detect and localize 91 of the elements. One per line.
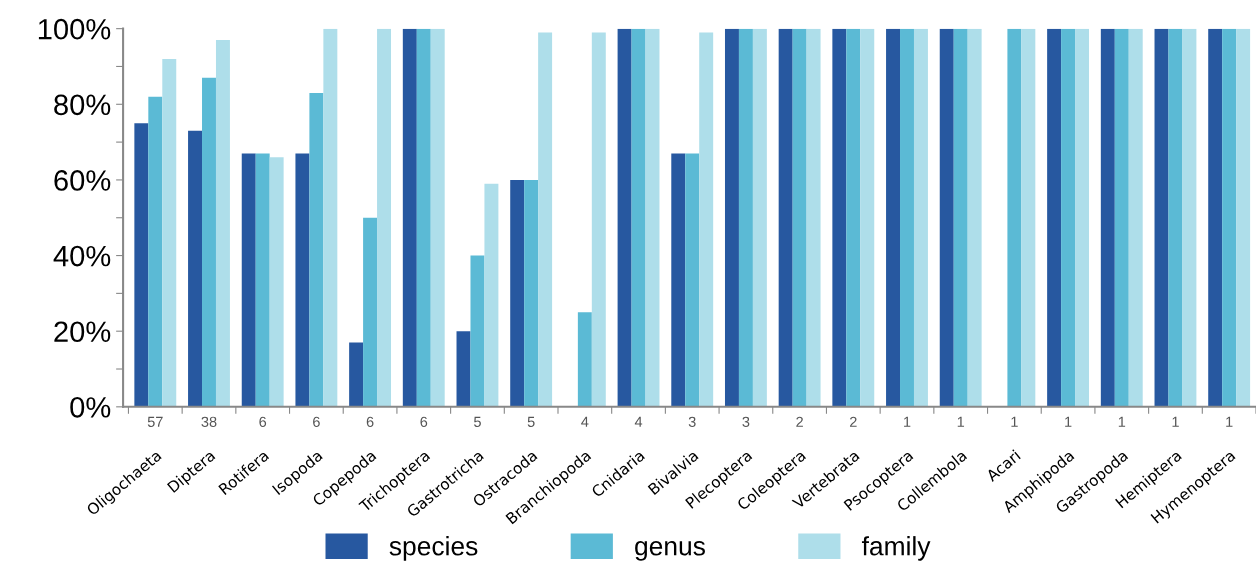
- text: 6: [259, 416, 267, 427]
- bar: [1021, 28, 1036, 407]
- legend-label: family: [861, 536, 931, 561]
- bar: [752, 28, 767, 407]
- legend-label: species: [389, 536, 478, 561]
- text: 5: [527, 416, 535, 427]
- bar: [470, 255, 485, 407]
- text: 1: [904, 416, 911, 427]
- text: 6: [420, 416, 428, 427]
- text: 1: [1011, 416, 1018, 427]
- bar: [645, 28, 660, 407]
- bar: [1222, 28, 1237, 407]
- bar: [1114, 28, 1129, 407]
- bar: [967, 28, 982, 407]
- bar: [323, 28, 338, 407]
- bar: [1182, 28, 1197, 407]
- bar: [832, 28, 847, 407]
- text: 3: [688, 416, 696, 427]
- bar: [953, 28, 968, 407]
- text: 4: [634, 416, 643, 427]
- bar: [1100, 28, 1115, 407]
- bar: [363, 217, 378, 407]
- bar: [939, 28, 954, 407]
- bar: [577, 312, 592, 407]
- text: 1: [1118, 416, 1126, 427]
- y-tick-label: 20%: [54, 321, 111, 343]
- bar: [377, 28, 392, 407]
- bar: [778, 28, 793, 407]
- bar: [900, 28, 914, 407]
- text: 1: [1172, 416, 1179, 427]
- bar: [860, 28, 875, 407]
- bar: [1007, 28, 1022, 407]
- bar: [295, 153, 310, 407]
- bar: [1168, 28, 1183, 407]
- bar: [402, 28, 417, 407]
- bar: [792, 28, 807, 407]
- bar: [671, 153, 686, 407]
- text: 1: [957, 416, 965, 427]
- bar: [886, 28, 901, 407]
- text: 3: [742, 416, 750, 427]
- y-tick-label: 40%: [53, 245, 111, 267]
- bar: [349, 342, 364, 407]
- text: 38: [201, 416, 217, 427]
- y-tick-label: 0%: [70, 397, 111, 418]
- bar: [1208, 28, 1223, 407]
- bar: [430, 28, 445, 407]
- bar: [724, 28, 739, 407]
- bar: [685, 153, 700, 407]
- text: 6: [313, 416, 320, 427]
- bar: [162, 58, 177, 407]
- text: 4: [581, 416, 589, 427]
- bar: [241, 153, 256, 407]
- bar: [188, 130, 203, 407]
- bar: [148, 96, 163, 407]
- bar: [1236, 28, 1251, 407]
- y-tick-label: 80%: [54, 94, 111, 116]
- bar: [913, 28, 928, 407]
- bar: [1128, 28, 1143, 407]
- bar: [456, 331, 471, 407]
- bar: [1061, 28, 1076, 407]
- bar: [1154, 28, 1169, 407]
- bar: [510, 179, 525, 407]
- y-tick-label: 60%: [54, 170, 111, 191]
- legend-label: genus: [635, 541, 705, 561]
- bar: [416, 28, 431, 407]
- text: 1: [1065, 416, 1072, 427]
- bar: [1075, 28, 1090, 407]
- bar: [846, 28, 861, 407]
- bar: [699, 32, 714, 407]
- bar: [255, 153, 270, 407]
- text: 1: [1226, 416, 1233, 427]
- bar: [215, 40, 230, 407]
- bar: [738, 28, 753, 407]
- bar: [1047, 28, 1062, 407]
- bar: [538, 32, 553, 407]
- text: 57: [147, 416, 163, 427]
- bar: [806, 28, 821, 407]
- y-tick-label: 100%: [38, 18, 111, 40]
- bar: [524, 179, 539, 407]
- text: 5: [473, 416, 481, 427]
- bar: [202, 77, 216, 407]
- text: 2: [849, 416, 857, 427]
- text: 6: [366, 416, 374, 427]
- bar: [309, 92, 324, 407]
- bar: [631, 28, 646, 407]
- bar: [134, 123, 149, 407]
- text: 2: [796, 416, 803, 427]
- bar: [591, 32, 606, 407]
- bar: [617, 28, 632, 407]
- bar: [269, 157, 284, 407]
- bar: [484, 183, 499, 407]
